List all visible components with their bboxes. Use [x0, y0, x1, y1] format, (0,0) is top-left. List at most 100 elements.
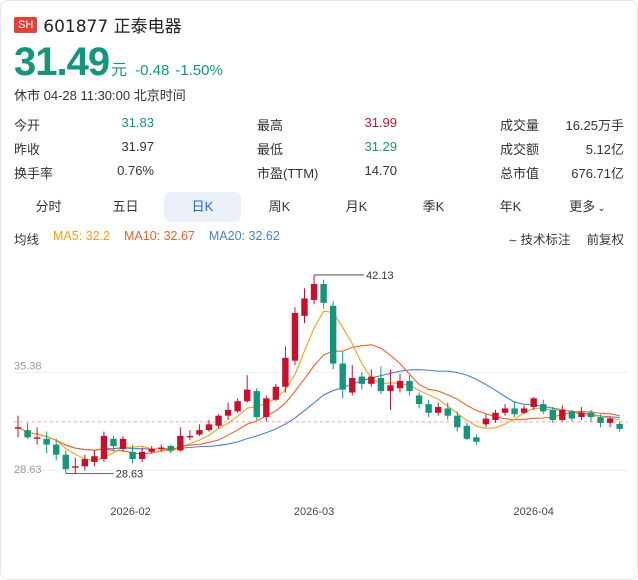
stat-high: 最高 31.99 [257, 115, 500, 134]
candle-body [234, 401, 241, 412]
candle-body [62, 454, 69, 470]
candle-body [43, 438, 50, 445]
candle-body [196, 430, 203, 435]
candle-body [177, 435, 184, 451]
candle-body [358, 376, 365, 384]
high-label: 42.13 [366, 270, 394, 282]
candle-body [444, 408, 451, 416]
price-change: -0.48 [135, 62, 170, 79]
candle-body [368, 376, 375, 384]
stat-volume: 成交量 16.25万手 [500, 115, 624, 134]
candle-body [158, 447, 165, 449]
candle-body [549, 409, 556, 421]
candle-body [244, 389, 251, 402]
candle-body [272, 386, 280, 400]
kline-chart[interactable]: 35.38 28.63 2026-02 2026-03 2026-04 42.13 28.6… [0, 250, 638, 530]
stat-value: 31.29 [364, 138, 398, 154]
tab-weekly-k[interactable]: 周K [268, 199, 291, 214]
stock-header: SH 601877 正泰电器 [14, 12, 182, 37]
stat-value: 31.97 [121, 138, 154, 154]
stat-value: 0.76% [117, 162, 154, 178]
candle-body [310, 284, 318, 300]
stat-value: 16.25万手 [565, 117, 625, 133]
candle-body [129, 451, 136, 460]
candle-body [387, 385, 394, 392]
candle-body [167, 446, 174, 451]
candle-body [329, 305, 337, 364]
chevron-down-icon: ⌄ [597, 203, 606, 214]
candle-body [24, 430, 31, 438]
x-tick-label: 2026-04 [514, 506, 554, 518]
x-tick-label: 2026-02 [110, 506, 150, 518]
candle-body [33, 437, 41, 439]
candle-body [282, 357, 289, 387]
candle-body [473, 437, 480, 442]
stat-label: 最低 [257, 141, 284, 157]
ma5-line [17, 310, 620, 462]
candle-body [138, 451, 146, 460]
period-tabs: 分时 五日 日K 周K 月K 季K 年K 更多 ⌄ [10, 192, 626, 222]
stat-pe: 市盈(TTM) 14.70 [257, 163, 500, 182]
tab-five-day[interactable]: 五日 [112, 199, 139, 214]
tab-monthly-k[interactable]: 月K [345, 199, 368, 214]
stat-label: 成交额 [500, 141, 540, 157]
tech-annotation-toggle[interactable]: ∼ 技术标注 [508, 229, 570, 248]
candle-body [291, 312, 299, 361]
tech-icon: ∼ [508, 235, 521, 247]
stat-value: 31.83 [121, 114, 154, 130]
y-tick-label: 28.63 [14, 464, 42, 476]
tab-quarterly-k[interactable]: 季K [422, 199, 445, 214]
candle-body [320, 284, 327, 303]
candle-body [186, 435, 194, 438]
candle-body [511, 408, 518, 415]
stat-value: 676.71亿 [571, 165, 625, 181]
candle-body [540, 404, 547, 412]
ma-label: 均线 [14, 233, 40, 247]
stats-row: 今开 31.83 最高 31.99 成交量 16.25万手 [14, 112, 624, 136]
stock-code-name[interactable]: 601877 正泰电器 [43, 17, 182, 37]
candle-body [616, 423, 623, 429]
stat-label: 最高 [257, 117, 284, 133]
price-change-pct: -1.50% [175, 62, 223, 79]
stat-value: 31.99 [364, 114, 398, 130]
ma10-value: MA10: 32.67 [124, 229, 195, 243]
candle-body [263, 398, 270, 418]
stat-low: 最低 31.29 [257, 139, 500, 158]
candle-body [406, 380, 413, 392]
candle-body [597, 417, 604, 423]
candle-body [253, 391, 260, 418]
candle-body [463, 425, 471, 439]
ma10-line [17, 344, 620, 455]
stat-open: 今开 31.83 [14, 115, 257, 134]
candle-body [454, 415, 461, 428]
candle-body [501, 408, 509, 413]
stats-row: 昨收 31.97 最低 31.29 成交额 5.12亿 [14, 136, 624, 160]
adjust-toggle[interactable]: 前复权 [586, 233, 624, 247]
stat-label: 成交量 [500, 117, 540, 133]
candle-body [578, 412, 585, 418]
candle-body [349, 378, 356, 393]
candle-body [415, 395, 423, 405]
x-tick-label: 2026-03 [294, 506, 334, 518]
candle-body [568, 411, 576, 419]
candle-body [119, 438, 127, 449]
ma20-line [17, 369, 620, 451]
low-label: 28.63 [116, 469, 144, 481]
stat-prev-close: 昨收 31.97 [14, 139, 257, 158]
candle-body [587, 412, 595, 418]
market-status: 休市 04-28 11:30:00 北京时间 [14, 88, 186, 103]
tab-intraday[interactable]: 分时 [35, 199, 62, 214]
candle-body [100, 435, 108, 460]
ma5-value: MA5: 32.2 [53, 229, 110, 243]
tab-more[interactable]: 更多 ⌄ [549, 192, 626, 222]
current-price: 31.49 [14, 40, 110, 84]
tab-daily-k[interactable]: 日K [164, 192, 241, 222]
candle-body [492, 412, 499, 421]
stat-label: 今开 [14, 117, 41, 133]
stat-value: 14.70 [364, 162, 398, 178]
exchange-badge: SH [14, 16, 38, 33]
tab-yearly-k[interactable]: 年K [499, 199, 522, 214]
candle-body [520, 408, 528, 413]
stat-market-cap: 总市值 676.71亿 [500, 163, 624, 182]
stat-turnover-amount: 成交额 5.12亿 [500, 139, 624, 158]
